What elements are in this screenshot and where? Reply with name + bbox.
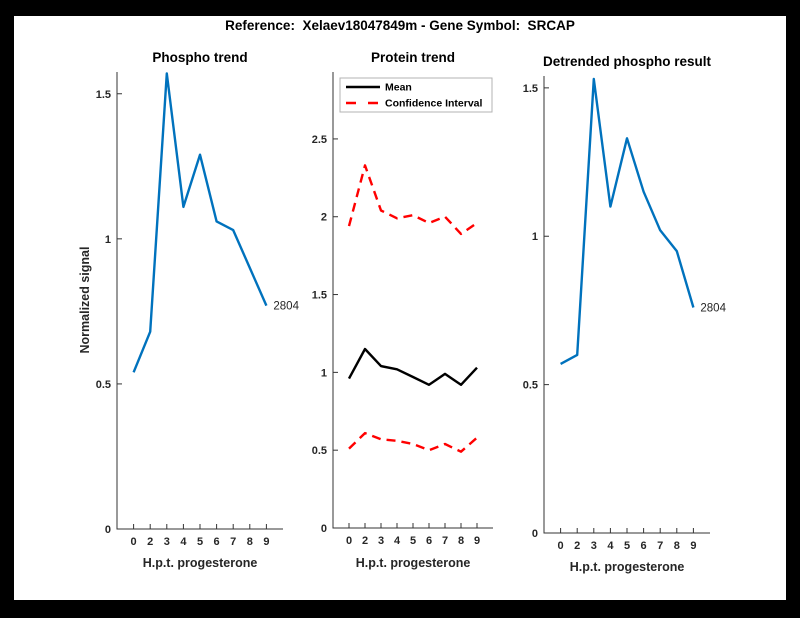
x-tick-label: 3	[591, 540, 597, 552]
x-tick-label: 4	[180, 536, 187, 548]
x-tick-label: 8	[247, 536, 253, 548]
x-tick-label: 3	[164, 536, 170, 548]
figure-canvas: Reference: Xelaev18047849m - Gene Symbol…	[14, 16, 786, 600]
y-tick-label: 1	[105, 234, 111, 246]
x-tick-label: 6	[641, 540, 647, 552]
x-tick-label: 8	[674, 540, 680, 552]
endpoint-annotation: 2804	[273, 301, 299, 313]
x-tick-label: 4	[607, 540, 614, 552]
x-tick-label: 9	[474, 535, 480, 547]
x-tick-label: 2	[362, 535, 368, 547]
legend-label: Confidence Interval	[385, 98, 483, 110]
x-tick-label: 8	[458, 535, 464, 547]
figure-title: Reference: Xelaev18047849m - Gene Symbol…	[225, 18, 575, 33]
x-tick-label: 2	[574, 540, 580, 552]
detrended-line	[560, 77, 695, 365]
x-tick-label: 6	[214, 536, 220, 548]
y-tick-label: 1.5	[312, 290, 327, 302]
x-tick-label: 9	[263, 536, 269, 548]
x-tick-label: 0	[131, 536, 137, 548]
y-tick-label: 0.5	[96, 379, 111, 391]
y-tick-label: 0	[321, 523, 327, 535]
subplot-detrended-result: Detrended phospho result 0 0.5 1 1.5 0 2 3 4 5 6 7…	[499, 54, 755, 574]
x-tick-label: 0	[558, 540, 564, 552]
y-tick-label: 1.5	[523, 83, 538, 95]
mean-line	[347, 347, 478, 386]
ci-upper-line	[347, 164, 478, 236]
x-tick-label: 6	[426, 535, 432, 547]
x-tick-label: 7	[230, 536, 236, 548]
x-tick-label: 9	[690, 540, 696, 552]
x-tick-label: 7	[657, 540, 663, 552]
plot-title-phospho: Phospho trend	[152, 50, 248, 65]
x-tick-label: 5	[197, 536, 203, 548]
x-tick-label: 4	[394, 535, 401, 547]
ci-lower-line	[348, 431, 478, 453]
subplot-protein-trend: Protein trend 0 0.5 1 1.5 2 2.5 0 2 3 4 5 6 7 8 9 Mean C…	[288, 50, 538, 570]
legend-label: Mean	[385, 82, 412, 94]
y-tick-label: 0	[532, 528, 538, 540]
y-tick-label: 2	[321, 212, 327, 224]
x-tick-label: 2	[147, 536, 153, 548]
x-tick-label: 5	[410, 535, 416, 547]
axes-spines	[543, 76, 710, 534]
plot-title-protein: Protein trend	[370, 50, 455, 65]
y-tick-label: 1	[532, 231, 538, 243]
y-tick-label: 1	[321, 367, 327, 379]
phospho-line	[132, 72, 268, 373]
y-tick-label: 2.5	[312, 134, 327, 146]
x-axis-label-phospho: H.p.t. progesterone	[142, 556, 258, 570]
x-tick-label: 3	[378, 535, 384, 547]
plot-title-detrended: Detrended phospho result	[542, 54, 711, 69]
axes-spines	[116, 72, 283, 530]
axes-spines	[332, 72, 493, 529]
x-tick-label: 0	[346, 535, 352, 547]
y-tick-label: 0.5	[312, 445, 327, 457]
legend-box	[339, 77, 493, 113]
subplot-phospho-trend: Phospho trend 0 0.5 1 1.5 0 2 3 4 5 6 7 8 9 2804 H.p.…	[72, 50, 328, 570]
y-tick-label: 1.5	[96, 89, 111, 101]
y-tick-label: 0.5	[523, 380, 538, 392]
x-tick-label: 5	[624, 540, 630, 552]
endpoint-annotation: 2804	[700, 302, 726, 314]
x-tick-label: 7	[442, 535, 448, 547]
x-axis-label-protein: H.p.t. progesterone	[355, 556, 471, 570]
x-axis-label-detrended: H.p.t. progesterone	[569, 560, 685, 574]
y-tick-label: 0	[105, 524, 111, 536]
